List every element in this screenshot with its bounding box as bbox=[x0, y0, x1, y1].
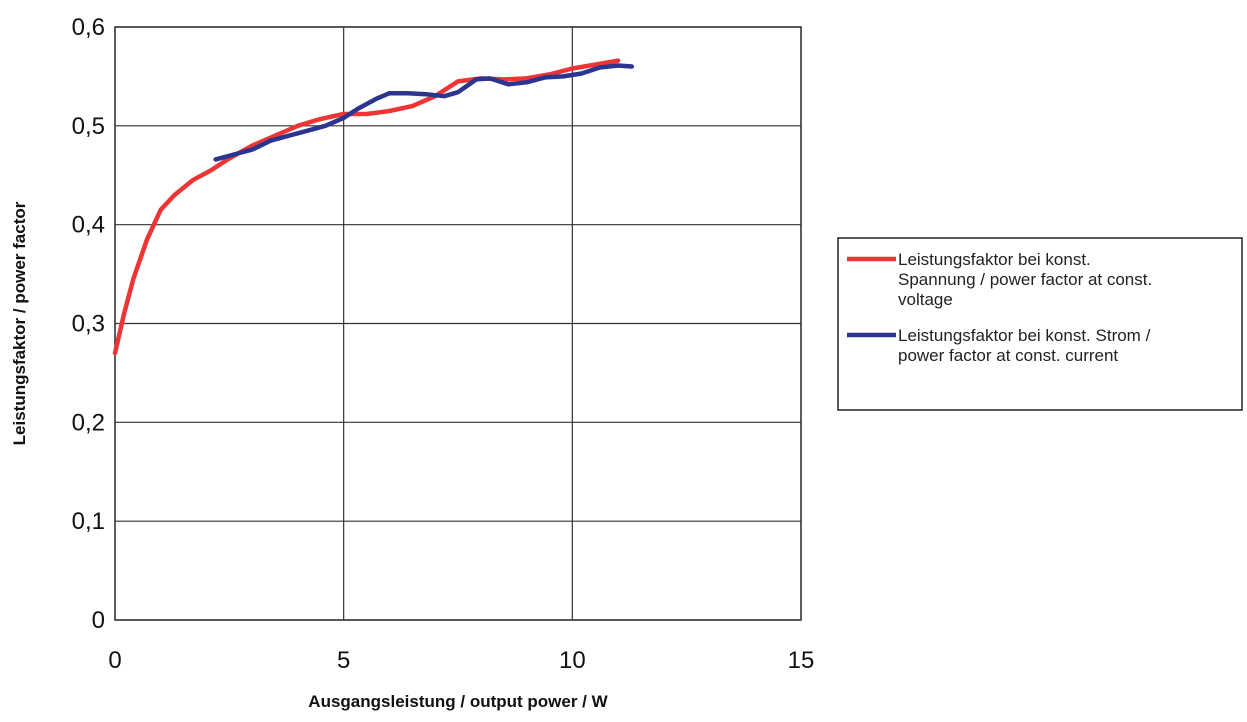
plot-area bbox=[114, 26, 802, 621]
x-tick-label: 5 bbox=[337, 647, 350, 674]
legend-entry-2: Leistungsfaktor bei konst. Strom / power … bbox=[898, 326, 1151, 365]
y-tick-label: 0,4 bbox=[72, 212, 105, 239]
x-tick-label: 10 bbox=[559, 647, 586, 674]
legend-entry-line: voltage bbox=[898, 290, 953, 309]
legend-entry-line: Spannung / power factor at const. bbox=[898, 270, 1152, 289]
x-axis-label: Ausgangsleistung / output power / W bbox=[308, 692, 608, 711]
y-tick-label: 0,3 bbox=[72, 311, 105, 338]
legend-entry-line: Leistungsfaktor bei konst. bbox=[898, 250, 1091, 269]
y-tick-label: 0,2 bbox=[72, 409, 105, 436]
series-line-1 bbox=[112, 58, 621, 356]
x-tick-label: 0 bbox=[108, 647, 121, 674]
y-tick-label: 0 bbox=[92, 607, 105, 634]
y-tick-label: 0,6 bbox=[72, 14, 105, 41]
series-lines bbox=[112, 58, 635, 356]
legend-entry-1: Leistungsfaktor bei konst. Spannung / pow… bbox=[898, 250, 1152, 309]
y-tick-label: 0,1 bbox=[72, 508, 105, 535]
grid bbox=[114, 26, 802, 621]
y-tick-label: 0,5 bbox=[72, 113, 105, 140]
y-axis-label: Leistungsfaktor / power factor bbox=[10, 201, 29, 445]
legend-entry-line: power factor at const. current bbox=[898, 346, 1118, 365]
legend-box bbox=[837, 237, 1243, 411]
series-line-2 bbox=[213, 63, 635, 162]
tick-labels: 0 0,1 0,2 0,3 0,4 0,5 0,6 0 5 10 15 bbox=[72, 14, 815, 674]
x-tick-label: 15 bbox=[788, 647, 815, 674]
legend: Leistungsfaktor bei konst. Spannung / pow… bbox=[837, 237, 1243, 411]
legend-entry-line: Leistungsfaktor bei konst. Strom / bbox=[898, 326, 1151, 345]
